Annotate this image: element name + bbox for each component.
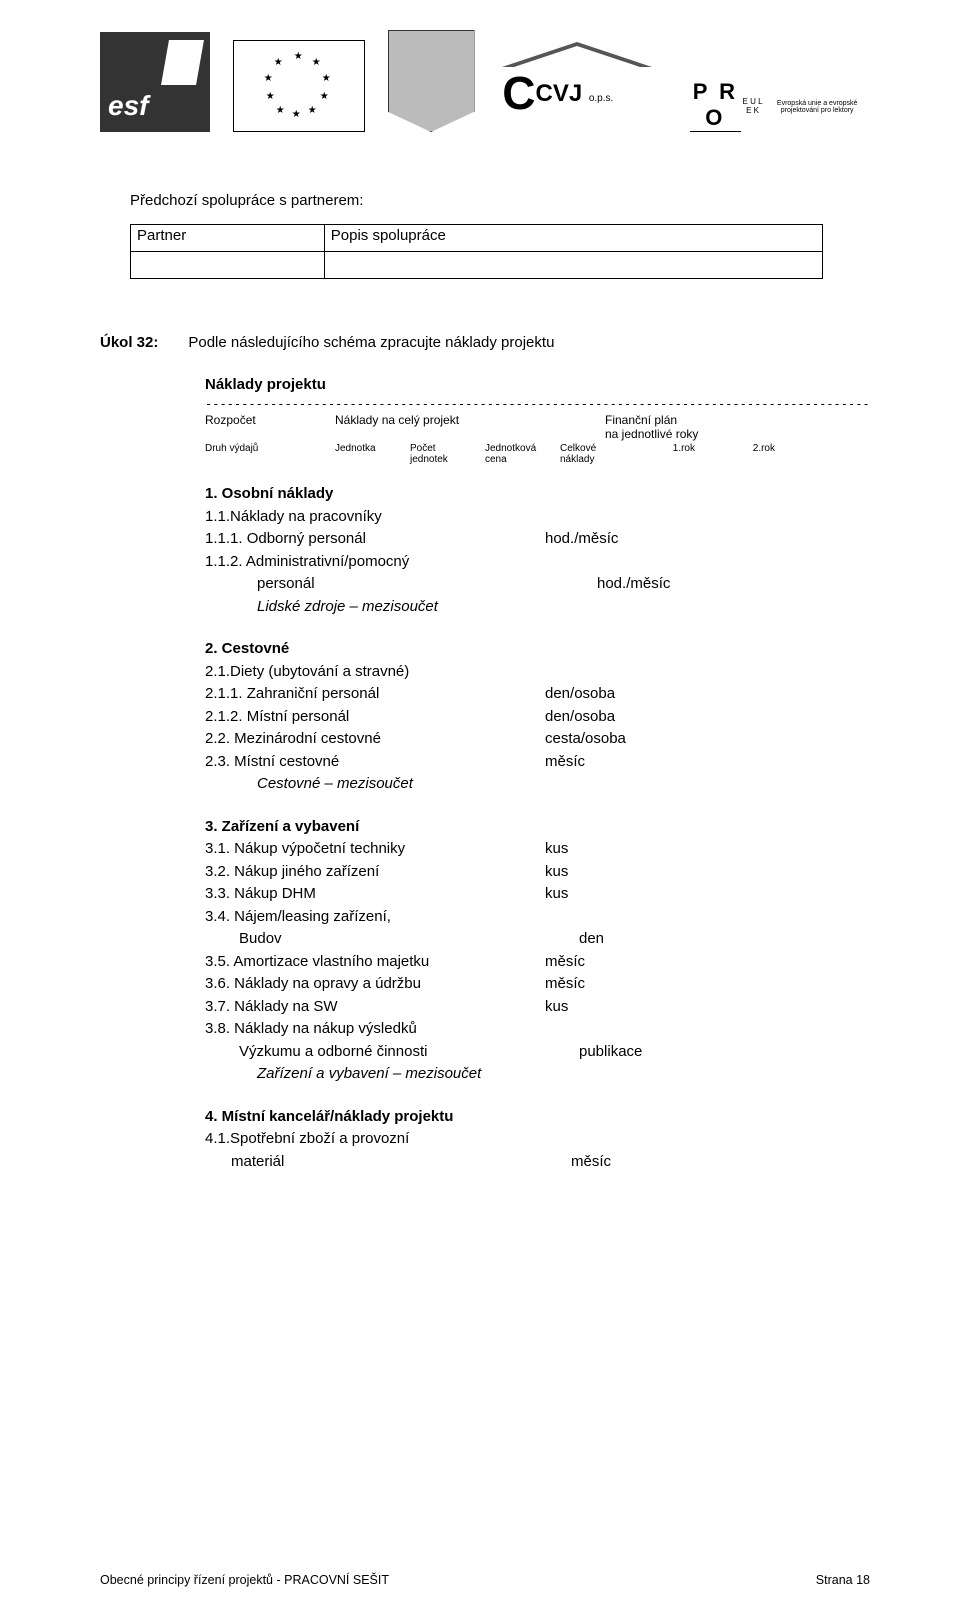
- cvj-text: CVJ: [535, 80, 582, 107]
- sec3-37: 3.7. Náklady na SW: [205, 996, 545, 1019]
- logo-coat-of-arms: [388, 30, 475, 132]
- sec3-38-u: publikace: [579, 1041, 642, 1064]
- costs-title: Náklady projektu: [205, 376, 870, 393]
- sec1-111: 1.1.1. Odborný personál: [205, 528, 545, 551]
- logo-esf: esf: [100, 32, 210, 132]
- sec3-34b: Budov: [205, 928, 579, 951]
- sec1-112a: 1.1.2. Administrativní/pomocný: [205, 551, 870, 574]
- costs-subheader: Druh výdajů Jednotka Počet jednotek Jedn…: [205, 443, 870, 465]
- section-4: 4. Místní kancelář/náklady projektu 4.1.…: [205, 1106, 870, 1174]
- sec3-32-u: kus: [545, 861, 568, 884]
- sec3-34-u: den: [579, 928, 604, 951]
- logo-cvj: CCVJ o.p.s.: [497, 42, 667, 132]
- sec3-38b: Výzkumu a odborné činnosti: [205, 1041, 579, 1064]
- sec2-212-u: den/osoba: [545, 706, 615, 729]
- sub-rok1: 1.rok: [635, 443, 695, 465]
- sec3-title: 3. Zařízení a vybavení: [205, 816, 870, 839]
- sec3-32: 3.2. Nákup jiného zařízení: [205, 861, 545, 884]
- hdr-finplan: Finanční plán na jednotlivé roky: [605, 413, 870, 441]
- sec1-111-u: hod./měsíc: [545, 528, 618, 551]
- sub-jednotka: Jednotka: [335, 443, 410, 465]
- sec3-36-u: měsíc: [545, 973, 585, 996]
- sec2-212: 2.1.2. Místní personál: [205, 706, 545, 729]
- hdr-rozpocet: Rozpočet: [205, 413, 335, 441]
- star-ring: ★ ★ ★ ★ ★ ★ ★ ★ ★ ★: [264, 51, 334, 121]
- logo-eu-flag: ★ ★ ★ ★ ★ ★ ★ ★ ★ ★: [233, 40, 365, 132]
- sec1-title: 1. Osobní náklady: [205, 483, 870, 506]
- task-label: Úkol 32:: [100, 334, 158, 351]
- prev-coop-title: Předchozí spolupráce s partnerem:: [130, 192, 870, 209]
- sub-jcena: Jednotková cena: [485, 443, 560, 465]
- costs-dashes: ----------------------------------------…: [205, 397, 870, 411]
- prev-coop-table: Partner Popis spolupráce: [130, 224, 823, 279]
- logo-row: esf ★ ★ ★ ★ ★ ★ ★ ★ ★ ★ CCVJ o.p.s. P R …: [100, 30, 870, 132]
- esf-shape: [161, 40, 204, 85]
- sec3-31-u: kus: [545, 838, 568, 861]
- prolek-sub: Evropská unie a evropské projektování pr…: [764, 100, 870, 114]
- esf-text: esf: [108, 90, 148, 122]
- sec3-38a: 3.8. Náklady na nákup výsledků: [205, 1018, 870, 1041]
- task-text: Podle následujícího schéma zpracujte nák…: [188, 334, 554, 351]
- sub-rok2: 2.rok: [695, 443, 775, 465]
- sec4-41a: 4.1.Spotřební zboží a provozní: [205, 1128, 870, 1151]
- sec2-21: 2.1.Diety (ubytování a stravné): [205, 661, 870, 684]
- footer-page: 18: [856, 1573, 870, 1587]
- sec2-211-u: den/osoba: [545, 683, 615, 706]
- logo-prolek: P R O E U L E K Evropská unie a evropské…: [690, 79, 870, 132]
- col-partner: Partner: [131, 225, 325, 252]
- section-2: 2. Cestovné 2.1.Diety (ubytování a strav…: [205, 638, 870, 796]
- sec1-l1: 1.1.Náklady na pracovníky: [205, 506, 870, 529]
- sec1-sub: Lidské zdroje – mezisoučet: [205, 596, 870, 619]
- sec4-41b: materiál: [205, 1151, 571, 1174]
- cvj-suffix: o.p.s.: [589, 93, 613, 104]
- sub-celk: Celkové náklady: [560, 443, 635, 465]
- sec2-23-u: měsíc: [545, 751, 585, 774]
- costs-header: Rozpočet Náklady na celý projekt Finančn…: [205, 413, 870, 441]
- sec2-23: 2.3. Místní cestovné: [205, 751, 545, 774]
- sec1-112b: personál: [205, 573, 597, 596]
- sub-druh: Druh výdajů: [205, 443, 335, 465]
- hdr-finplan-l2: na jednotlivé roky: [605, 427, 870, 441]
- sec3-33: 3.3. Nákup DHM: [205, 883, 545, 906]
- hdr-naklady: Náklady na celý projekt: [335, 413, 605, 441]
- sec3-sub: Zařízení a vybavení – mezisoučet: [205, 1063, 870, 1086]
- section-1: 1. Osobní náklady 1.1.Náklady na pracovn…: [205, 483, 870, 618]
- footer-left: Obecné principy řízení projektů - PRACOV…: [100, 1573, 389, 1587]
- sub-pocet: Počet jednotek: [410, 443, 485, 465]
- sec4-41-u: měsíc: [571, 1151, 611, 1174]
- sec3-34a: 3.4. Nájem/leasing zařízení,: [205, 906, 870, 929]
- page: esf ★ ★ ★ ★ ★ ★ ★ ★ ★ ★ CCVJ o.p.s. P R …: [0, 0, 960, 1615]
- sec3-36: 3.6. Náklady na opravy a údržbu: [205, 973, 545, 996]
- hdr-finplan-l1: Finanční plán: [605, 413, 870, 427]
- col-popis: Popis spolupráce: [324, 225, 822, 252]
- page-footer: Obecné principy řízení projektů - PRACOV…: [100, 1573, 870, 1587]
- costs-block: Náklady projektu -----------------------…: [205, 376, 870, 1173]
- sec2-22-u: cesta/osoba: [545, 728, 626, 751]
- cell-popis-empty: [324, 252, 822, 279]
- prolek-line2: E U L E K: [743, 97, 763, 115]
- sec2-title: 2. Cestovné: [205, 638, 870, 661]
- sec3-35-u: měsíc: [545, 951, 585, 974]
- sec4-title: 4. Místní kancelář/náklady projektu: [205, 1106, 870, 1129]
- sec2-211: 2.1.1. Zahraniční personál: [205, 683, 545, 706]
- sec3-37-u: kus: [545, 996, 568, 1019]
- task-row: Úkol 32: Podle následujícího schéma zpra…: [100, 334, 870, 351]
- footer-right: Strana 18: [816, 1573, 870, 1587]
- sec1-112-u: hod./měsíc: [597, 573, 670, 596]
- prolek-line1: P R O: [693, 79, 738, 130]
- sec3-31: 3.1. Nákup výpočetní techniky: [205, 838, 545, 861]
- cell-partner-empty: [131, 252, 325, 279]
- section-3: 3. Zařízení a vybavení 3.1. Nákup výpoče…: [205, 816, 870, 1086]
- sec3-33-u: kus: [545, 883, 568, 906]
- sec2-sub: Cestovné – mezisoučet: [205, 773, 870, 796]
- sec3-35: 3.5. Amortizace vlastního majetku: [205, 951, 545, 974]
- sec2-22: 2.2. Mezinárodní cestovné: [205, 728, 545, 751]
